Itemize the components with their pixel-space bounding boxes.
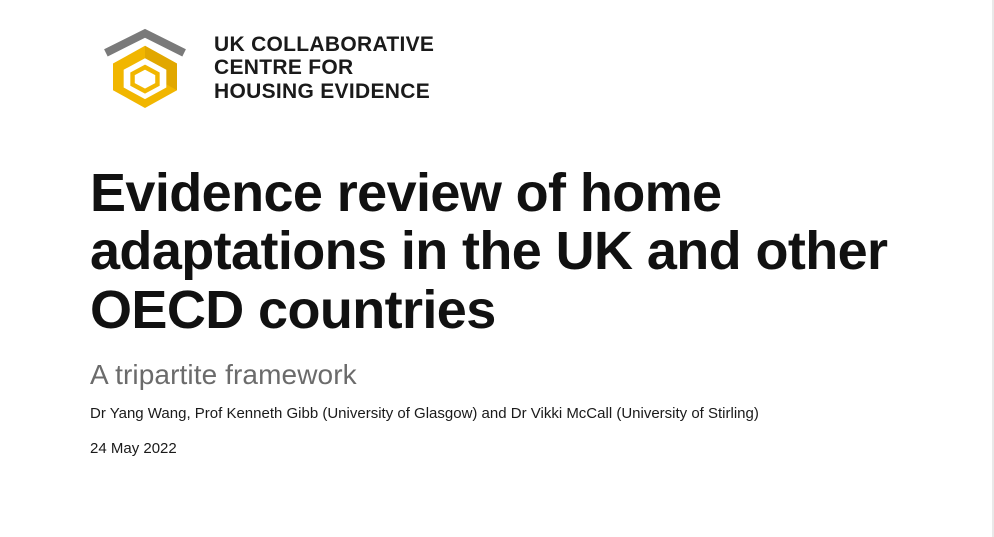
brand-line-3: HOUSING EVIDENCE	[214, 80, 434, 104]
document-title: Evidence review of home adaptations in t…	[90, 164, 924, 339]
document-authors: Dr Yang Wang, Prof Kenneth Gibb (Univers…	[90, 405, 924, 422]
brand-line-1: UK COLLABORATIVE	[214, 33, 434, 57]
document-subtitle: A tripartite framework	[90, 359, 924, 391]
document-date: 24 May 2022	[90, 440, 924, 457]
cache-logo-icon	[90, 28, 200, 108]
brand-line-2: CENTRE FOR	[214, 56, 434, 80]
brand-lockup: UK COLLABORATIVE CENTRE FOR HOUSING EVID…	[90, 28, 924, 108]
brand-name: UK COLLABORATIVE CENTRE FOR HOUSING EVID…	[214, 33, 434, 104]
document-cover: UK COLLABORATIVE CENTRE FOR HOUSING EVID…	[0, 0, 994, 457]
